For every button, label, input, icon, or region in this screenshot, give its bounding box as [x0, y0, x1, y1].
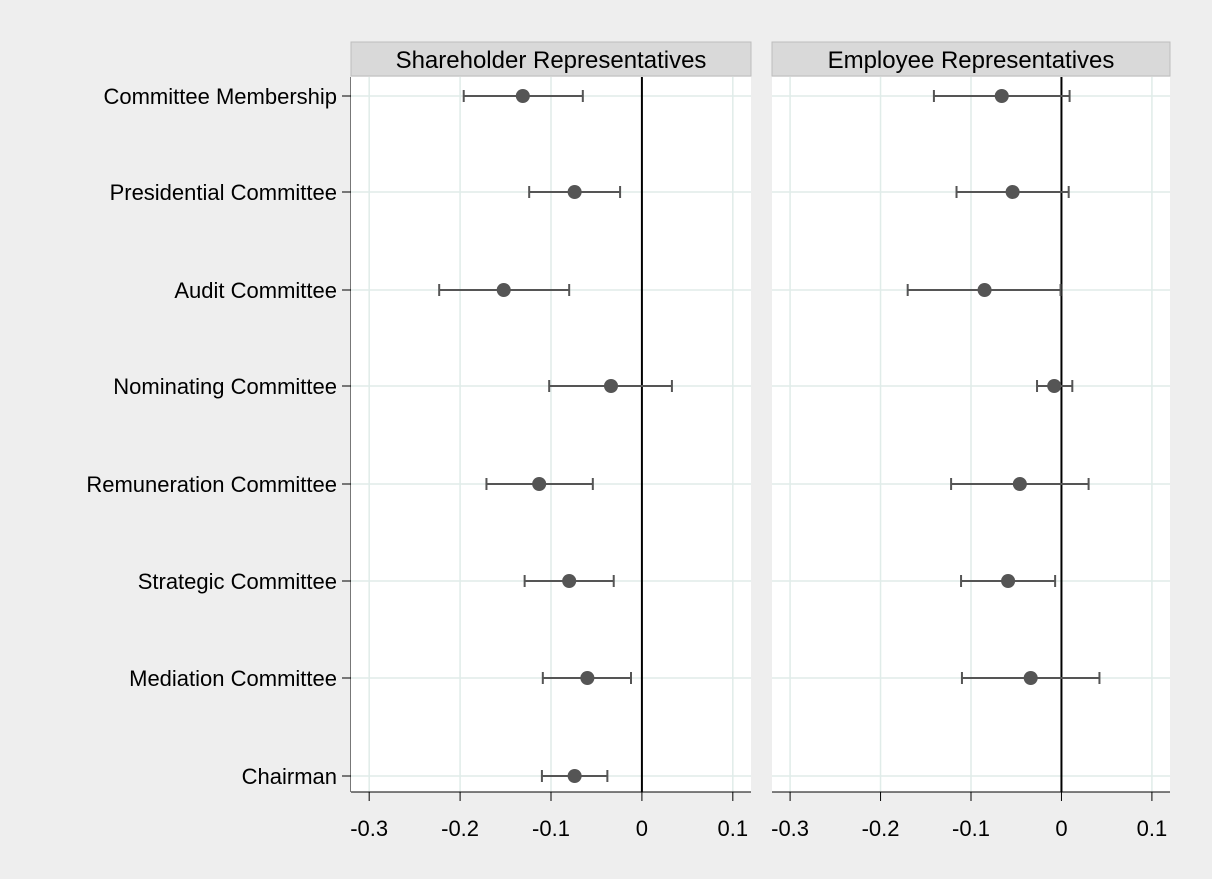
panel-employee: Employee Representatives -0.3 -0.2 -0.1 0 0.1 — [771, 42, 1170, 841]
category-label: Audit Committee — [174, 278, 337, 303]
point-estimate-marker — [580, 671, 594, 685]
category-label: Committee Membership — [103, 84, 337, 109]
category-label: Mediation Committee — [129, 666, 337, 691]
x-tick-label: 0.1 — [718, 816, 749, 841]
point-estimate-marker — [497, 283, 511, 297]
point-estimate-marker — [1001, 574, 1015, 588]
point-estimate-marker — [1013, 477, 1027, 491]
point-estimate-marker — [562, 574, 576, 588]
point-estimate-marker — [1047, 379, 1061, 393]
point-estimate-marker — [1024, 671, 1038, 685]
panel-shareholder: Shareholder Representatives -0.3 -0.2 -0.1 0… — [350, 42, 751, 841]
x-tick-label: -0.3 — [771, 816, 809, 841]
point-estimate-marker — [516, 89, 530, 103]
point-estimate-marker — [604, 379, 618, 393]
x-tick-label: 0 — [1055, 816, 1067, 841]
point-estimate-marker — [532, 477, 546, 491]
panel-title: Shareholder Representatives — [396, 47, 707, 74]
x-tick-label: -0.3 — [350, 816, 388, 841]
category-label: Presidential Committee — [110, 180, 337, 205]
panel-title: Employee Representatives — [828, 47, 1115, 74]
category-label: Remuneration Committee — [86, 472, 337, 497]
category-label: Nominating Committee — [113, 374, 337, 399]
point-estimate-marker — [568, 769, 582, 783]
point-estimate-marker — [978, 283, 992, 297]
x-tick-label: -0.1 — [532, 816, 570, 841]
x-tick-label: -0.1 — [952, 816, 990, 841]
point-estimate-marker — [568, 185, 582, 199]
x-tick-label: -0.2 — [441, 816, 479, 841]
category-label: Chairman — [242, 764, 337, 789]
point-estimate-marker — [1006, 185, 1020, 199]
x-tick-label: 0 — [636, 816, 648, 841]
x-tick-label: -0.2 — [862, 816, 900, 841]
category-label: Strategic Committee — [138, 569, 337, 594]
point-estimate-marker — [995, 89, 1009, 103]
x-tick-label: 0.1 — [1137, 816, 1168, 841]
